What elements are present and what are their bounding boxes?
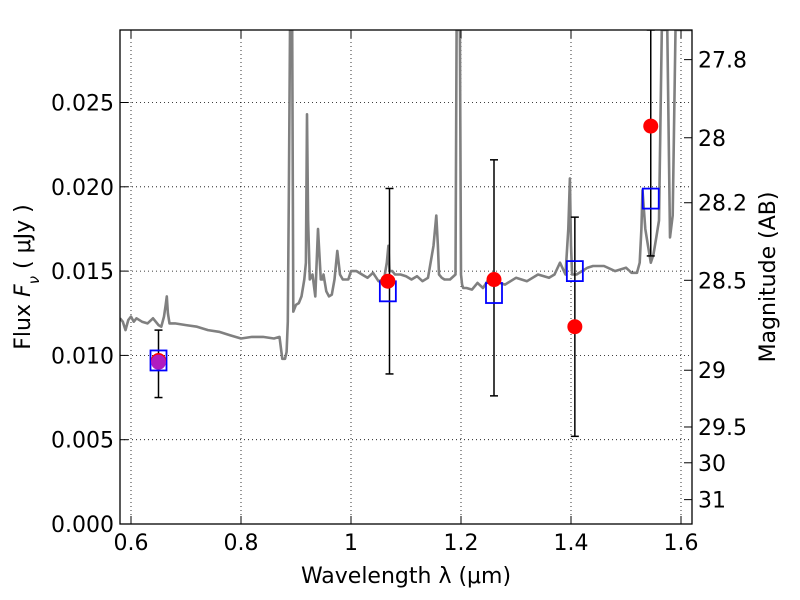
y-tick-label: 0.010: [51, 344, 114, 369]
y2-tick-label: 28.2: [698, 192, 747, 217]
y2-tick-label: 28.5: [698, 269, 747, 294]
axes-ticks: 0.6 0.8 1 1.2 1.4 1.6 0.000 0.005 0.010 0.015 0.02…: [51, 30, 747, 556]
y2-tick-label: 30: [698, 452, 726, 477]
x-tick-label: 0.6: [114, 531, 149, 556]
observed-circle-marker: [643, 118, 659, 134]
y2-tick-label: 27.8: [698, 49, 747, 74]
y-tick-label: 0.000: [51, 513, 114, 538]
y-tick-label: 0.015: [51, 260, 114, 285]
plot-area: [120, 30, 692, 438]
y2-tick-label: 29.5: [698, 416, 747, 441]
y2-tick-label: 28: [698, 127, 726, 152]
observed-circle-marker: [486, 272, 502, 288]
model-square-marker: [149, 349, 168, 372]
y-tick-label: 0.005: [51, 429, 114, 454]
observed-circle-marker: [567, 319, 583, 335]
x-tick-label: 1.2: [444, 531, 479, 556]
x-tick-label: 1.6: [664, 531, 699, 556]
model-square-marker: [565, 260, 584, 282]
x-tick-label: 0.8: [224, 531, 259, 556]
observed-circle-marker: [380, 273, 396, 289]
plot-frame: [119, 29, 693, 525]
x-axis-label: Wavelength λ (μm): [301, 564, 511, 589]
model-square-marker: [641, 187, 660, 210]
y-tick-label: 0.025: [51, 91, 114, 116]
y-axis-label: Flux Fν ( μJy ): [11, 204, 43, 349]
x-tick-label: 1: [344, 531, 358, 556]
y-tick-label: 0.020: [51, 176, 114, 201]
x-tick-label: 1.4: [554, 531, 589, 556]
y2-tick-label: 31: [698, 489, 726, 514]
spectrum-line: [120, 30, 692, 361]
observed-circle-marker: [151, 354, 166, 370]
y2-axis-label: Magnitude (AB): [756, 192, 781, 363]
y2-tick-label: 29: [698, 359, 726, 384]
